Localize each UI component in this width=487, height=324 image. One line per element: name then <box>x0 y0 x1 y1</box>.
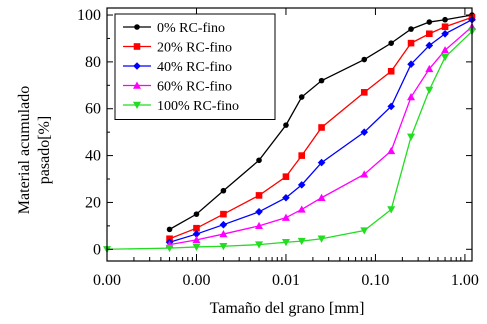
legend-label: 100% RC-fino <box>157 99 239 114</box>
data-point <box>282 193 290 202</box>
data-point <box>387 102 395 111</box>
y-tick-label: 40 <box>85 148 101 165</box>
y-axis-title-line-1: Material acumulado <box>16 86 33 214</box>
y-tick-label: 100 <box>77 7 101 24</box>
x-tick-label: 0.01 <box>272 272 300 289</box>
data-point <box>282 173 290 180</box>
data-point <box>219 243 228 251</box>
y-tick-label: 80 <box>85 54 101 71</box>
data-point <box>388 40 394 46</box>
data-point <box>193 211 200 217</box>
data-point <box>166 226 173 233</box>
data-point <box>255 221 264 230</box>
data-point <box>407 133 416 141</box>
data-point <box>442 16 448 23</box>
data-point <box>281 239 290 247</box>
data-point <box>165 244 174 253</box>
data-point <box>425 86 434 94</box>
data-point <box>281 213 290 221</box>
legend-marker <box>133 43 141 50</box>
data-point <box>387 206 396 214</box>
legend-label: 40% RC-fino <box>157 60 232 75</box>
legend-label: 20% RC-fino <box>157 41 232 56</box>
x-tick-label: 0.00 <box>182 272 210 289</box>
data-point <box>407 93 416 101</box>
legend-marker <box>134 24 140 30</box>
series-2 <box>166 14 476 243</box>
x-tick-label: 1.00 <box>451 272 479 289</box>
x-tick-label: 0.10 <box>361 272 389 289</box>
legend-marker <box>133 62 141 70</box>
data-point <box>255 192 263 199</box>
data-point <box>360 128 369 136</box>
data-point <box>408 26 414 32</box>
legend-entry: 40% RC-fino <box>123 60 232 75</box>
data-point <box>360 89 368 96</box>
legend: 0% RC-fino 20% RC-fino 40% RC-fino 60% RC-f… <box>114 13 276 120</box>
data-point <box>317 193 326 201</box>
data-point <box>283 122 289 128</box>
data-point <box>220 210 227 218</box>
data-point <box>255 241 264 249</box>
data-point <box>192 243 201 251</box>
data-point <box>192 230 201 238</box>
data-point <box>297 237 306 246</box>
legend-label: 0% RC-fino <box>157 21 225 36</box>
data-point <box>255 208 263 216</box>
data-point <box>318 77 325 84</box>
data-point <box>193 224 200 232</box>
x-tick-label: 0.00 <box>93 272 121 289</box>
data-point <box>256 157 262 164</box>
data-point <box>361 56 368 63</box>
series-line <box>106 30 473 250</box>
data-point <box>407 39 415 47</box>
y-tick-label: 0 <box>93 241 101 258</box>
data-point <box>298 152 306 159</box>
data-point <box>425 64 434 73</box>
data-point <box>360 227 369 235</box>
data-point <box>192 235 201 244</box>
data-point <box>407 60 415 69</box>
data-point <box>387 67 395 75</box>
data-point <box>318 124 325 131</box>
data-point <box>387 146 396 155</box>
series-1 <box>166 12 475 233</box>
legend-entry: 60% RC-fino <box>123 80 232 95</box>
y-tick-label: 20 <box>85 194 101 211</box>
legend-box <box>114 13 276 120</box>
legend-label: 60% RC-fino <box>157 80 232 95</box>
axes: 0 20 40 60 80 100 0.00 0.00 0.01 0.10 1.00 <box>77 7 479 289</box>
data-point <box>441 29 449 38</box>
y-axis-title-line-2: pasado[%] <box>36 116 53 184</box>
data-point <box>441 23 449 31</box>
plot-area <box>103 12 476 254</box>
legend-entry: 0% RC-fino <box>123 21 225 36</box>
data-point <box>441 53 450 62</box>
data-point <box>220 187 227 194</box>
x-axis-title: Tamaño del grano [mm] <box>210 300 365 317</box>
legend-marker <box>133 101 141 109</box>
data-point <box>298 94 305 100</box>
legend-entry: 100% RC-fino <box>123 99 239 114</box>
data-point <box>317 158 326 167</box>
plot-frame <box>106 7 473 262</box>
data-point <box>360 170 369 178</box>
data-point <box>297 205 306 213</box>
data-point <box>297 181 306 189</box>
legend-entry: 20% RC-fino <box>123 41 232 56</box>
legend-marker <box>133 81 141 89</box>
data-point <box>426 19 433 25</box>
data-point <box>426 30 433 38</box>
data-point <box>219 220 228 229</box>
data-point <box>425 41 434 50</box>
data-point <box>441 46 450 54</box>
series-4 <box>165 22 476 248</box>
data-point <box>317 235 326 243</box>
y-tick-label: 60 <box>85 101 101 118</box>
data-point <box>219 230 228 238</box>
series-5 <box>103 28 476 254</box>
